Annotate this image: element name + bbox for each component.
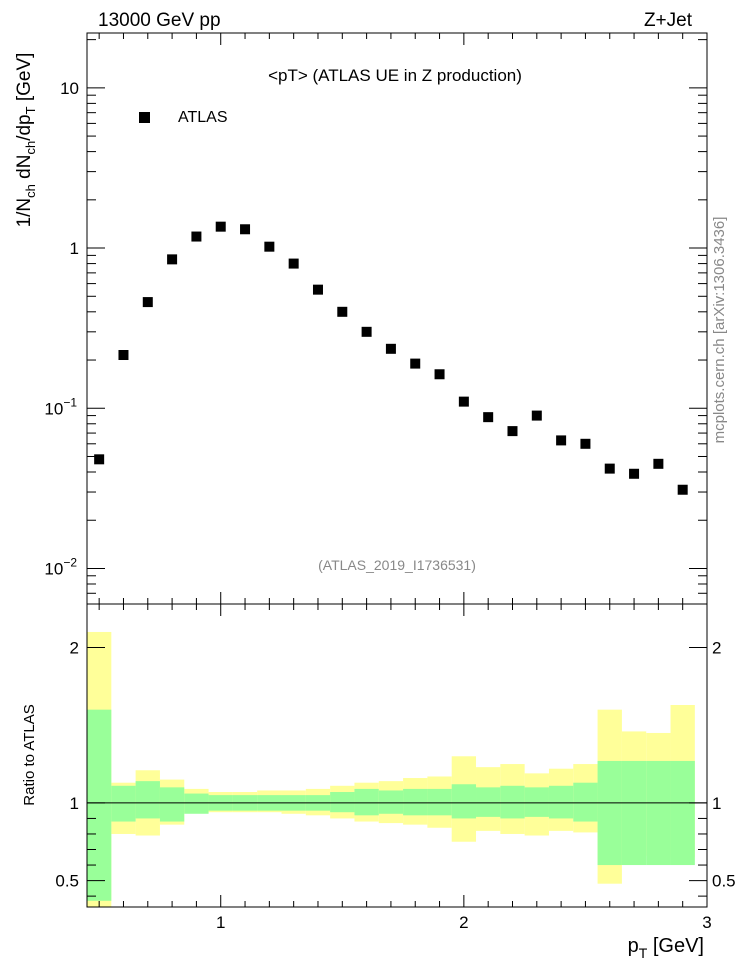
ratio-band-stat [621,760,647,866]
header-left: 13000 GeV pp [98,10,221,31]
ratio-band-stat [354,788,379,816]
data-point-atlas [167,254,178,265]
header-right: Z+Jet [644,10,693,31]
main-y-axis-label: 1/Nch dNch/dpT [GeV] [14,53,38,228]
y-tick-label: 10−1 [44,395,77,418]
data-point-atlas [458,396,469,407]
svg-text:1/Nch dNch/dpT [GeV]: 1/Nch dNch/dpT [GeV] [14,53,38,228]
data-point-atlas [677,484,688,495]
data-point-atlas [434,369,445,380]
ratio-band-stat [451,784,477,819]
y-tick-label: 10 [60,79,79,98]
data-point-atlas [215,221,226,232]
data-point-atlas [507,426,518,437]
data-point-atlas [483,412,494,423]
ratio-band-stat [111,785,136,822]
x-axis-label: pT [GeV] [628,935,704,961]
data-point-atlas [288,258,299,269]
data-point-atlas [629,468,640,479]
y-tick-label: 10−2 [44,555,77,578]
data-point-atlas [531,410,542,421]
ratio-band-stat [573,782,598,822]
ratio-band-stat [597,760,622,866]
data-point-atlas [556,435,567,446]
ratio-tick-label-right: 0.5 [712,872,736,891]
data-point-atlas [361,326,372,337]
ratio-band-stat [524,787,549,817]
ratio-tick-label-right: 1 [712,794,721,813]
ratio-y-axis-label: Ratio to ATLAS [21,704,38,805]
x-tick-label: 3 [702,913,711,932]
ratio-y-axis-ticks: 0.5 0.5 1 1 2 2 [55,639,736,897]
ratio-tick-label-left: 1 [70,794,79,813]
ratio-band-stat [159,787,185,822]
side-label: mcplots.cern.ch [arXiv:1306.3436] [711,217,728,444]
data-point-atlas [653,458,664,469]
ratio-band-stat [670,760,695,866]
data-point-atlas [410,358,421,369]
ratio-plot-frame [86,603,708,908]
ratio-band-stat [135,781,160,819]
ratio-band-stat [330,792,355,813]
legend-marker-atlas [139,112,150,123]
ratio-band-stat [500,785,525,819]
main-y-axis-ticks: 10 1 10−1 10−2 [44,39,707,605]
ratio-tick-label-right: 2 [712,639,721,658]
data-point-atlas [264,241,275,252]
data-point-atlas [385,343,396,354]
y-tick-label: 1 [70,239,79,258]
data-point-atlas [240,224,251,235]
ratio-band-stat [476,787,501,817]
main-plot-area [94,221,688,495]
data-point-atlas [580,438,591,449]
ratio-plot-area [87,631,707,907]
x-tick-label: 2 [459,913,468,932]
ratio-band-stat [427,788,452,816]
ratio-band-stat [548,785,574,819]
ratio-tick-label-left: 0.5 [55,872,79,891]
main-plot-title: <pT> (ATLAS UE in Z production) [268,66,522,85]
legend-label-atlas: ATLAS [178,109,228,126]
data-point-atlas [191,231,202,242]
ratio-band-stat [378,790,404,814]
data-point-atlas [118,350,129,361]
data-point-atlas [337,306,348,317]
ratio-band-stat [87,709,112,901]
ratio-tick-label-left: 2 [70,639,79,658]
data-point-atlas [604,463,615,474]
ratio-band-stat [403,788,428,816]
x-axis-ticks: 1 2 3 [98,33,712,932]
data-point-atlas [312,284,323,295]
data-point-atlas [94,454,105,465]
ratio-band-stat [646,760,671,866]
x-tick-label: 1 [216,913,225,932]
data-point-atlas [142,297,153,308]
ratio-band-stat [184,793,209,814]
analysis-tag: (ATLAS_2019_I1736531) [318,557,476,573]
